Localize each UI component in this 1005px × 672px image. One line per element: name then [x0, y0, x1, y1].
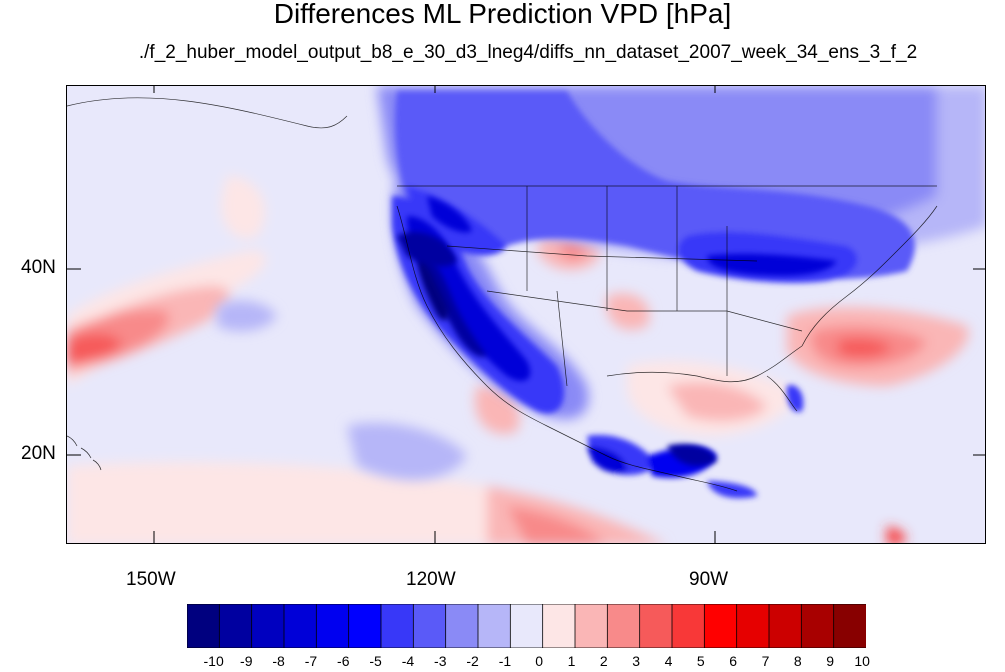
colorbar-swatch	[251, 604, 285, 648]
colorbar-swatch	[509, 604, 544, 648]
colorbar-swatch	[833, 604, 866, 648]
colorbar-tick-label: 7	[761, 653, 770, 669]
lon-label-90w: 90W	[689, 569, 729, 590]
colorbar-tick-label: -9	[240, 653, 253, 669]
colorbar-swatch	[542, 604, 576, 648]
colorbar-swatch	[187, 604, 221, 648]
colorbar-swatch	[606, 604, 641, 648]
colorbar-tick-label: -8	[272, 653, 285, 669]
colorbar-tick-label: 3	[632, 653, 641, 669]
colorbar-swatch	[736, 604, 770, 648]
difference-field	[67, 86, 985, 543]
colorbar-tick-label: 2	[599, 653, 608, 669]
colorbar-swatch	[412, 604, 447, 648]
colorbar-tick-label: -3	[434, 653, 447, 669]
colorbar-swatch	[218, 604, 253, 648]
colorbar-swatch	[703, 604, 738, 648]
lon-label-150w: 150W	[126, 569, 176, 590]
colorbar-tick-label: 9	[826, 653, 835, 669]
map-subtitle: ./f_2_huber_model_output_b8_e_30_d3_lneg…	[138, 42, 918, 63]
colorbar-swatch	[671, 604, 706, 648]
map-panel	[66, 85, 986, 544]
colorbar-swatch	[445, 604, 479, 648]
colorbar-tick-label: -4	[401, 653, 415, 669]
colorbar-tick-label: 5	[696, 653, 705, 669]
colorbar	[187, 604, 866, 648]
colorbar-swatch	[283, 604, 318, 648]
colorbar-tick-label: 0	[535, 653, 544, 669]
colorbar-tick-label: -6	[337, 653, 350, 669]
colorbar-tick-label: 1	[567, 653, 576, 669]
lat-label-20n: 20N	[21, 443, 56, 464]
colorbar-tick-label: 6	[729, 653, 738, 669]
colorbar-swatch	[315, 604, 350, 648]
lon-label-120w: 120W	[406, 569, 456, 590]
lat-label-40n: 40N	[21, 257, 56, 278]
colorbar-swatch	[800, 604, 835, 648]
colorbar-tick-label: 8	[793, 653, 802, 669]
colorbar-tick-label: 4	[664, 653, 673, 669]
colorbar-swatch	[639, 604, 673, 648]
colorbar-tick-label: -10	[203, 653, 224, 669]
colorbar-tick-label: -5	[369, 653, 382, 669]
colorbar-tick-label: -1	[498, 653, 512, 669]
map-title: Differences ML Prediction VPD [hPa]	[273, 0, 732, 29]
colorbar-swatch	[380, 604, 415, 648]
colorbar-swatch	[477, 604, 512, 648]
colorbar-swatch	[768, 604, 803, 648]
colorbar-tick-label: -7	[304, 653, 318, 669]
colorbar-swatches	[187, 604, 866, 648]
colorbar-swatch	[348, 604, 382, 648]
colorbar-swatch	[574, 604, 609, 648]
colorbar-tick-label: -2	[466, 653, 479, 669]
colorbar-tick-label: 10	[854, 653, 870, 669]
